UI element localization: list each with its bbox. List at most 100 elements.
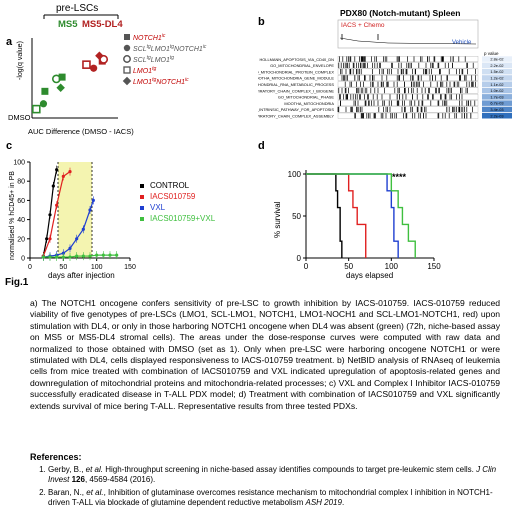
panel-d-chart: 0 50 100 0 50 100 150 **** % survival days ela… — [273, 170, 441, 280]
pvalue-text: 1.1e-02 — [490, 82, 503, 87]
x-tick-label: 100 — [385, 262, 399, 271]
legend-scl-lmo1-notch1: SCLtgLMO1tgNOTCH1ic — [133, 44, 207, 53]
barcode-row — [337, 93, 479, 100]
pvalue-cell — [482, 81, 512, 87]
legend-marker — [140, 184, 144, 188]
legend-notch1: NOTCH1ic — [133, 33, 166, 42]
pathway-label: GO_MITOCHONDRIAL_PROTEIN_COMPLEX — [258, 69, 334, 74]
pvalue-text: 1.0e-02 — [490, 88, 503, 93]
survival-curve — [306, 173, 367, 258]
panel-b-title: PDX80 (Notch-mutant) Spleen — [340, 8, 461, 18]
legend-entry: CONTROL — [150, 181, 190, 190]
pvalue-text: 2.2e-02 — [490, 63, 503, 68]
panel-b-label: b — [258, 16, 265, 28]
y-tick-label: 60 — [17, 198, 25, 205]
pvalue-cell — [482, 75, 512, 81]
pvalue-text: 1.5e-02 — [490, 69, 503, 74]
panel-a-ylabel: -log(q value) — [17, 41, 24, 80]
survival-curve — [306, 173, 399, 258]
scatter-point — [31, 104, 41, 114]
panel-c-xlabel: days after injection — [48, 271, 115, 280]
pvalue-cell — [482, 94, 512, 100]
reference-item: Baran, N., et al., Inhibition of glutami… — [48, 488, 510, 509]
pvalue-cell — [482, 87, 512, 94]
y-tick-label: 20 — [17, 236, 25, 243]
pvalue-cell — [482, 62, 512, 69]
pvalue-text: 1.2e-02 — [490, 76, 503, 81]
pvalue-cell — [482, 56, 512, 62]
panel-a-label: a — [6, 36, 13, 48]
barcode-row — [337, 75, 479, 81]
panel-a-xlabel: AUC Difference (DMSO - IACS) — [28, 127, 134, 136]
ms5-label: MS5 — [58, 19, 78, 30]
x-tick-label: 0 — [28, 264, 32, 271]
barcode-row — [337, 62, 479, 69]
pathway-label: GO_MITOCHONDRIAL_RESPIRATORY_CHAIN_COMPL… — [258, 88, 334, 93]
barcode-row — [337, 81, 479, 88]
panel-c-legend: CONTROL IACS010759 VXL IACS010759+VXL — [140, 181, 216, 223]
legend-entry: IACS010759 — [150, 192, 196, 201]
panel-a: a pre-LSCs MS5 MS5-DL4 -log(q value) AUC… — [0, 0, 250, 140]
x-tick-label: 0 — [304, 262, 309, 271]
legend-marker — [140, 206, 144, 210]
scatter-point — [90, 64, 98, 72]
pvalue-cell — [482, 100, 512, 106]
pathway-label: GO_MITOCHONDRIAL_PHASE — [278, 95, 335, 100]
scatter-point — [99, 54, 109, 64]
legend-lmo1: LMO1tg — [133, 66, 156, 75]
significance-label: **** — [392, 172, 407, 182]
pvalue-text: 2.2e-03 — [490, 113, 503, 118]
pathway-label: GO_MITOCHONDRIAL_RNA_METABOLIC_PROCESS — [258, 82, 334, 87]
scatter-point — [41, 87, 49, 95]
pvalue-cell — [482, 106, 512, 113]
y-tick-label: 50 — [292, 212, 301, 221]
legend-marker — [140, 195, 144, 199]
pathway-label: HOLLMANN_APOPTOSIS_VIA_CD40_DN — [259, 57, 334, 62]
pvalue-text: 3.4e-03 — [490, 107, 503, 112]
ms5-dl4-label: MS5-DL4 — [82, 19, 123, 30]
vehicle-label: Vehicle — [452, 40, 472, 46]
x-tick-label: 50 — [59, 264, 67, 271]
pathway-label: MOOTHA_MITOCHONDRIA — [284, 101, 334, 106]
references-title: References: — [30, 452, 82, 462]
pathway-label: REACTOME_INTRINSIC_PATHWAY_FOR_APOPTOSIS — [258, 107, 334, 112]
legend-entry: VXL — [150, 203, 166, 212]
survival-curve — [306, 173, 416, 258]
survival-curve — [306, 173, 343, 258]
pvalue-text: 6.7e-03 — [490, 101, 503, 106]
pvalue-text: 2.8e-02 — [490, 57, 503, 62]
x-tick-label: 150 — [427, 262, 441, 271]
panel-a-legend: NOTCH1ic SCLtgLMO1tgNOTCH1ic SCLtgLMO1tg… — [122, 33, 207, 86]
x-tick-label: 100 — [91, 264, 103, 271]
pvalue-text: 1.7e-03 — [490, 94, 503, 99]
figure-label: Fig.1 — [5, 277, 29, 288]
reference-item: Gerby, B., et al. High-throughput screen… — [48, 465, 510, 486]
panel-c: c 0 20 40 60 80 100 0 50 100 150 normalised % hCD… — [0, 140, 250, 280]
iacs-chemo-label: IACS + Chemo — [341, 22, 385, 29]
barcode-row — [337, 87, 479, 94]
figure-caption: a) The NOTCH1 oncogene confers sensitivi… — [30, 298, 500, 411]
barcode-row — [337, 112, 479, 119]
y-tick-label: 100 — [13, 160, 25, 167]
references-list: Gerby, B., et al. High-throughput screen… — [30, 465, 510, 509]
pathway-label: GO_MITOCHONDRIAL_RESPIRATORY_CHAIN_COMPL… — [258, 114, 334, 119]
barcode-row — [337, 56, 479, 62]
barcode-row — [337, 100, 479, 107]
panel-c-chart: 0 20 40 60 80 100 0 50 100 150 normalised % hCD45… — [9, 160, 216, 281]
barcode-row — [337, 68, 479, 75]
scatter-point — [39, 100, 48, 108]
y-tick-label: 100 — [288, 170, 302, 179]
x-tick-label: 50 — [344, 262, 353, 271]
legend-lmo1-notch1: LMO1tgNOTCH1ic — [133, 77, 189, 86]
scatter-point — [58, 73, 66, 81]
panel-b-heatmap: IACS + Chemo Vehicle p value HOLLMANN_AP… — [258, 19, 512, 119]
panel-b: b PDX80 (Notch-mutant) Spleen IACS + Che… — [258, 0, 520, 140]
references-section: References: Gerby, B., et al. High-throu… — [30, 452, 510, 511]
pathway-label: GO_MITOCHONDRIAL_ENVELOPE — [270, 63, 334, 68]
panel-d-label: d — [258, 140, 265, 152]
panel-d: d 0 50 100 0 50 100 150 **** % survival days e… — [258, 140, 520, 280]
y-tick-label: 80 — [17, 179, 25, 186]
y-tick-label: 0 — [21, 256, 25, 263]
pvalue-cell — [482, 68, 512, 75]
y-tick-label: 40 — [17, 217, 25, 224]
